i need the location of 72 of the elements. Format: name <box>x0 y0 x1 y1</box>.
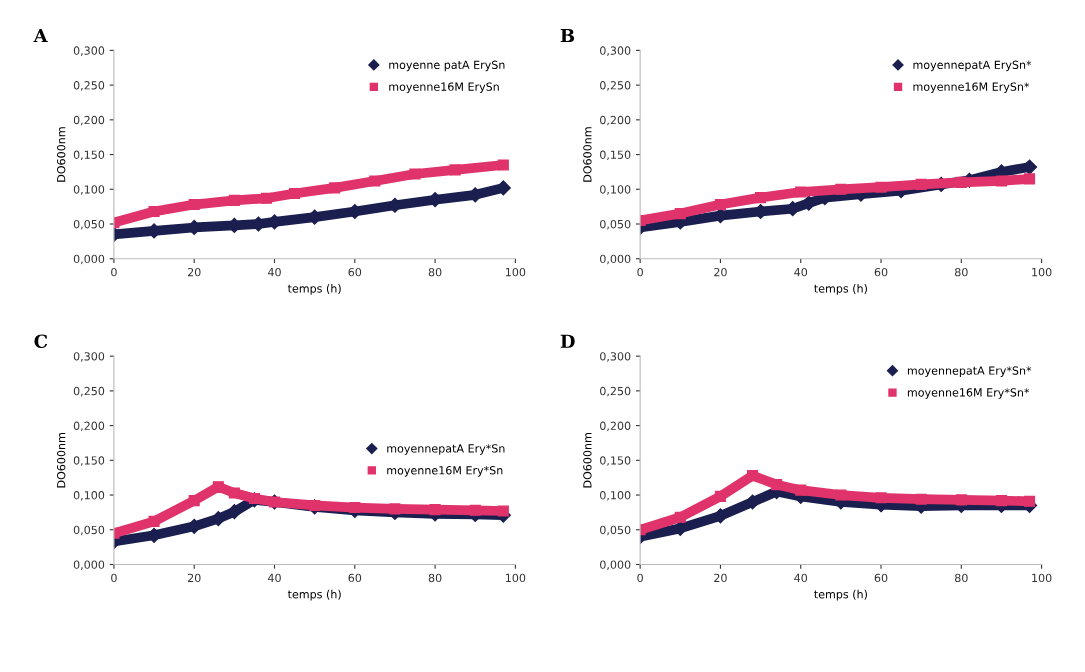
x-axis-title: temps (h) <box>814 284 867 295</box>
y-tick-label: 0,250 <box>600 386 631 397</box>
chart-title: D <box>560 334 575 348</box>
x-tick-label: 20 <box>187 573 201 583</box>
y-tick-label: 0,250 <box>73 81 105 91</box>
x-axis-title: temps (h) <box>287 589 341 601</box>
x-tick-label: 60 <box>348 267 362 277</box>
y-tick-label: 0,250 <box>600 81 631 91</box>
x-tick-label: 60 <box>874 267 888 277</box>
y-tick-label: 0,300 <box>600 352 631 362</box>
y-tick-label: 0,200 <box>73 115 105 126</box>
legend-label: moyenne16M ErySn* <box>913 82 1030 94</box>
legend-label: moyennepatA Ery*Sn* <box>907 366 1032 377</box>
x-tick-label: 100 <box>1032 267 1052 277</box>
legend-label: moyennepatA ErySn* <box>913 60 1032 72</box>
y-tick-label: 0,100 <box>600 491 631 501</box>
y-tick-label: 0,150 <box>73 150 105 161</box>
legend-label: moyennepatA Ery*Sn <box>387 444 505 455</box>
y-tick-label: 0,300 <box>600 46 631 56</box>
chart-title: C <box>34 334 48 349</box>
x-tick-label: 0 <box>637 573 643 583</box>
x-tick-label: 60 <box>874 573 888 583</box>
x-tick-label: 0 <box>111 573 117 583</box>
legend-label: moyenne16M Ery*Sn <box>387 466 503 477</box>
y-tick-label: 0,300 <box>73 352 105 362</box>
y-tick-label: 0,000 <box>73 254 105 265</box>
x-tick-label: 100 <box>1032 573 1052 583</box>
y-tick-label: 0,050 <box>73 219 105 230</box>
y-tick-label: 0,100 <box>73 185 105 195</box>
y-tick-label: 0,100 <box>73 491 105 501</box>
x-axis-title: temps (h) <box>287 284 341 295</box>
x-tick-label: 80 <box>954 573 968 583</box>
y-tick-label: 0,050 <box>73 525 105 536</box>
x-tick-label: 0 <box>637 267 643 277</box>
x-tick-label: 40 <box>794 573 808 583</box>
y-tick-label: 0,000 <box>600 254 631 265</box>
x-tick-label: 100 <box>505 573 526 583</box>
x-tick-label: 80 <box>428 267 442 277</box>
y-tick-label: 0,150 <box>600 456 631 466</box>
legend-label: moyenne patA ErySn <box>389 60 505 72</box>
x-tick-label: 80 <box>954 267 968 277</box>
legend-label: moyenne16M Ery*Sn* <box>907 388 1030 399</box>
y-axis-title: DO600nm <box>583 433 592 488</box>
x-tick-label: 20 <box>187 267 201 277</box>
y-tick-label: 0,000 <box>73 560 105 570</box>
chart-title: A <box>33 28 48 43</box>
y-tick-label: 0,050 <box>600 219 631 230</box>
y-tick-label: 0,000 <box>600 560 631 570</box>
legend-label: moyenne16M ErySn <box>389 82 499 94</box>
y-tick-label: 0,150 <box>600 150 631 161</box>
x-tick-label: 0 <box>111 267 117 277</box>
y-tick-label: 0,300 <box>73 46 105 56</box>
y-tick-label: 0,100 <box>600 185 631 195</box>
x-tick-label: 100 <box>505 267 526 277</box>
y-axis-title: DO600nm <box>56 433 66 488</box>
x-tick-label: 40 <box>794 267 808 277</box>
y-tick-label: 0,050 <box>600 525 631 536</box>
y-tick-label: 0,200 <box>600 421 631 432</box>
x-tick-label: 20 <box>714 267 727 277</box>
chart-title: B <box>560 28 575 43</box>
x-tick-label: 20 <box>714 573 727 583</box>
x-tick-label: 40 <box>267 267 281 277</box>
x-tick-label: 80 <box>428 573 442 583</box>
x-axis-title: temps (h) <box>814 589 867 601</box>
y-tick-label: 0,250 <box>73 386 105 397</box>
y-tick-label: 0,150 <box>73 456 105 466</box>
x-tick-label: 40 <box>267 573 281 583</box>
y-axis-title: DO600nm <box>56 127 66 182</box>
y-axis-title: DO600nm <box>583 127 592 182</box>
x-tick-label: 60 <box>348 573 362 583</box>
y-tick-label: 0,200 <box>600 115 631 126</box>
y-tick-label: 0,200 <box>73 421 105 432</box>
